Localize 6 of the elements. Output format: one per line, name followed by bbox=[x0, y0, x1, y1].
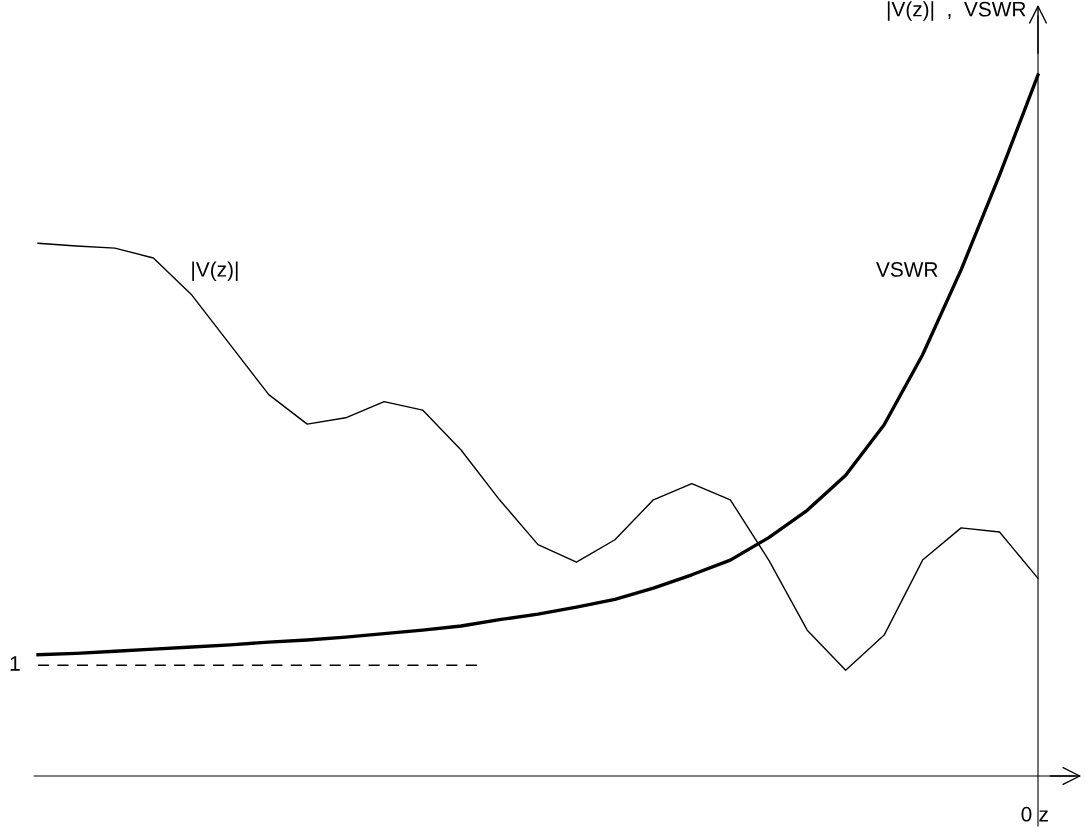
text: 0 bbox=[1021, 806, 1032, 822]
text: 1 bbox=[10, 656, 20, 671]
x-axis-title: z bbox=[1039, 810, 1048, 822]
series-label: VSWR bbox=[876, 262, 938, 277]
y-axis-title: |V(z)| , VSWR bbox=[887, 1, 1026, 21]
series-label: |V(z)| bbox=[192, 261, 238, 282]
